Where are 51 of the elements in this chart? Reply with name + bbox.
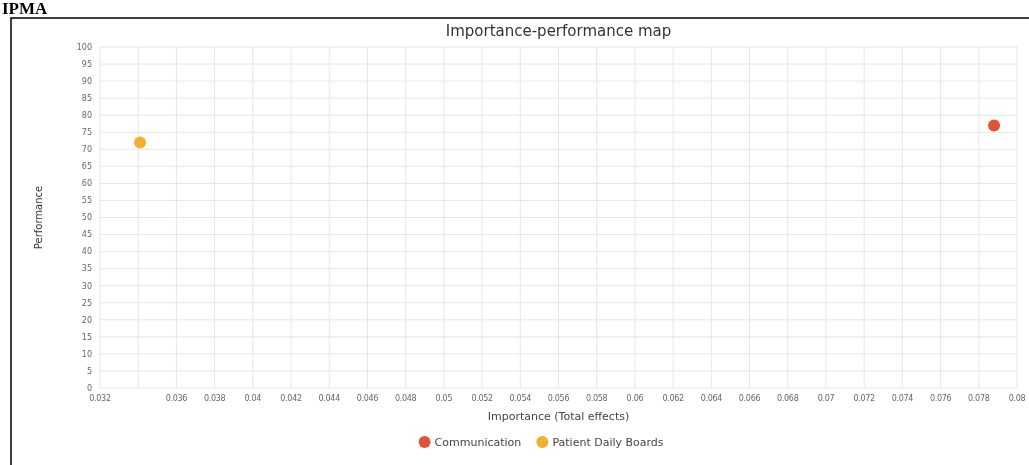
y-tick-label: 20: [81, 315, 92, 325]
x-tick-label: 0.072: [853, 394, 876, 403]
y-tick-label: 45: [81, 230, 92, 240]
x-tick-label: 0.05: [435, 394, 453, 403]
x-tick-label: 0.032: [89, 394, 111, 403]
y-tick-label: 100: [76, 42, 92, 52]
x-tick-label: 0.064: [700, 394, 723, 403]
x-tick-label: 0.076: [929, 394, 952, 403]
x-tick-label: 0.04: [244, 394, 262, 403]
y-tick-label: 55: [81, 196, 92, 206]
y-tick-label: 25: [81, 298, 92, 308]
x-tick-label: 0.06: [626, 394, 644, 403]
x-tick-label: 0.062: [662, 394, 685, 403]
y-tick-label: 65: [81, 162, 92, 172]
y-tick-label: 85: [81, 93, 92, 103]
legend-label: Communication: [434, 435, 522, 449]
y-tick-label: 10: [81, 349, 92, 359]
x-tick-label: 0.07: [817, 394, 835, 403]
x-tick-label: 0.036: [165, 394, 188, 403]
x-tick-label: 0.058: [586, 394, 608, 403]
x-tick-label: 0.046: [356, 394, 379, 403]
y-tick-label: 30: [81, 281, 92, 291]
x-tick-label: 0.044: [318, 394, 341, 403]
x-tick-label: 0.042: [280, 394, 302, 403]
text: IPMA: [2, 0, 49, 18]
y-tick-label: 95: [81, 59, 92, 69]
x-tick-label: 0.038: [203, 394, 226, 403]
x-tick-label: 0.078: [968, 394, 990, 403]
x-tick-label: 0.068: [777, 394, 799, 403]
x-tick-label: 0.054: [509, 394, 532, 403]
y-tick-label: 5: [86, 366, 92, 376]
y-tick-label: 40: [81, 247, 92, 257]
x-tick-label: 0.052: [471, 394, 493, 403]
x-tick-label: 0.066: [738, 394, 761, 403]
x-axis-title: Importance (Total effects): [487, 410, 630, 423]
y-tick-label: 35: [81, 264, 92, 274]
x-tick-label: 0.08: [1008, 394, 1026, 403]
y-tick-label: 50: [81, 213, 92, 223]
y-axis-title: Performance: [33, 185, 44, 250]
x-tick-label: 0.056: [547, 394, 570, 403]
y-tick-label: 70: [81, 145, 92, 155]
y-tick-label: 80: [81, 111, 92, 120]
chart-title: Importance-performance map: [445, 22, 672, 40]
y-tick-label: 0: [86, 383, 92, 393]
y-tick-label: 15: [81, 332, 92, 342]
y-tick-label: 75: [81, 128, 92, 138]
y-tick-label: 90: [81, 76, 92, 86]
x-tick-label: 0.048: [394, 394, 417, 403]
y-tick-label: 60: [81, 179, 92, 189]
x-tick-label: 0.074: [891, 394, 914, 403]
legend-label: Patient Daily Boards: [552, 435, 664, 449]
